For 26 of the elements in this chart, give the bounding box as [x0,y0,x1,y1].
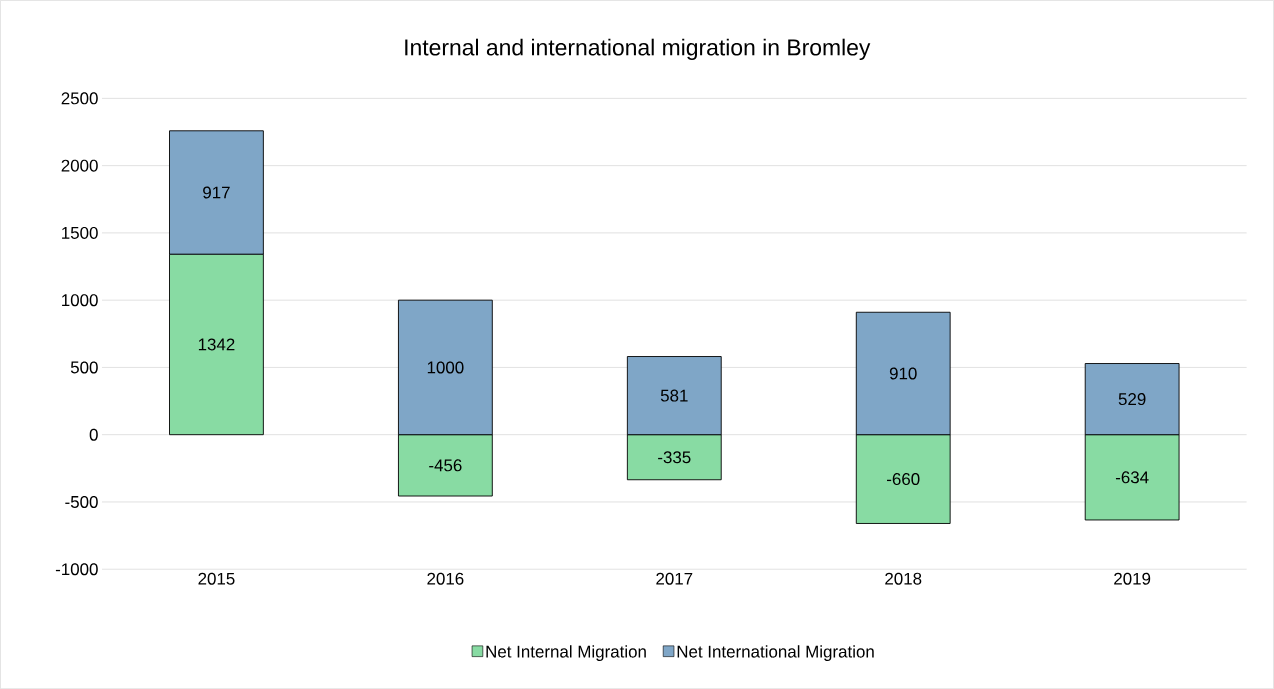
data-label: 1000 [427,361,464,374]
data-label: 910 [889,367,917,380]
data-label: 529 [1118,393,1146,406]
x-tick-label: 2017 [656,572,693,585]
data-label: -660 [887,473,920,485]
x-tick-label: 2016 [427,572,464,585]
chart-title: Internal and international migration in Bromley [405,38,871,60]
x-tick-label: 2015 [198,572,235,585]
legend-label: Net Internal Migration [486,645,646,661]
data-label: -456 [429,459,462,472]
y-tick-label: -1000 [55,563,98,576]
y-tick-label: -500 [65,495,98,508]
data-label: 1342 [198,338,235,351]
x-tick-label: 2018 [885,572,922,585]
y-tick-label: 2000 [61,159,98,172]
y-tick-label: 0 [89,428,98,441]
data-label: -634 [1115,471,1149,484]
y-tick-label: 2500 [61,92,98,105]
y-tick-label: 500 [70,361,98,374]
data-label: -335 [658,451,691,464]
y-tick-label: 1500 [62,226,98,239]
y-tick-label: 1000 [62,294,98,307]
x-tick-label: 2019 [1114,572,1151,585]
data-label: 581 [660,389,688,402]
legend-label: Net International Migration [677,645,874,661]
data-label: 917 [203,186,230,199]
